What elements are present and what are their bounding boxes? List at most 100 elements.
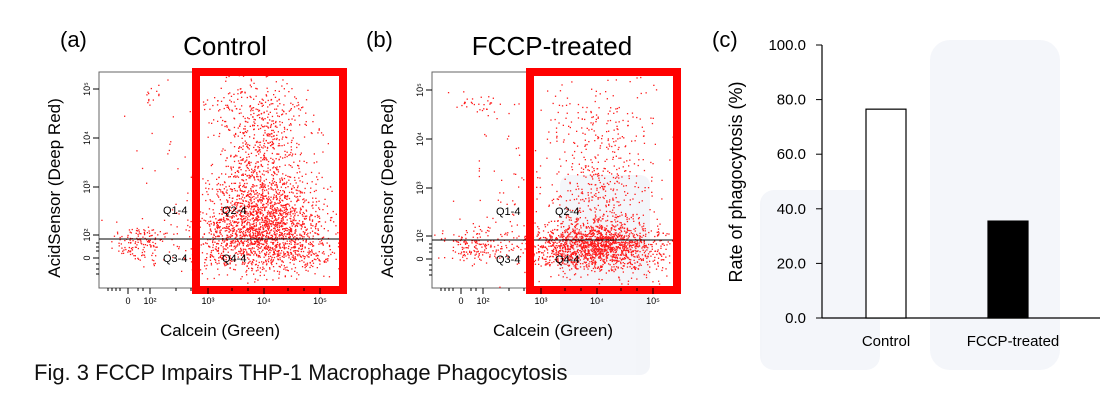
event-dot [250,200,252,202]
event-dot [214,228,216,230]
event-dot [216,227,219,230]
event-dot [305,269,307,271]
event-dot [144,232,146,235]
event-dot [629,241,631,244]
event-dot [541,247,544,249]
event-dot [270,204,272,207]
event-dot [571,166,573,168]
event-dot [247,282,249,284]
event-dot [232,242,234,244]
event-dot [607,238,609,240]
event-dot [597,230,599,232]
event-dot [657,231,660,233]
event-dot [289,251,292,254]
event-dot [283,268,285,270]
event-dot [537,259,540,261]
event-dot [205,268,207,270]
event-dot [565,251,567,253]
event-dot [593,257,595,259]
event-dot [217,226,219,228]
event-dot [249,95,251,98]
event-dot [264,224,267,226]
event-dot [572,263,574,265]
event-dot [267,106,269,108]
event-dot [572,229,575,231]
event-dot [250,189,252,191]
event-dot [550,245,553,247]
event-dot [605,206,607,208]
event-dot [591,183,593,186]
event-dot [624,241,627,243]
y-axis-a: 10⁵ 10⁴ 10³ 10² 0 [82,82,99,275]
event-dot [261,194,263,196]
event-dot [244,200,247,202]
event-dot [615,237,617,239]
event-dot [612,269,614,271]
event-dot [311,230,314,232]
event-dot [250,78,252,80]
event-dot [585,245,587,247]
event-dot [599,248,601,250]
event-dot [598,191,600,194]
event-dot [259,236,261,239]
event-dot [284,164,286,166]
event-dot [661,255,663,257]
event-dot [600,249,603,251]
event-dot [638,245,641,247]
event-dot [255,193,257,195]
event-dot [611,224,613,226]
event-dot [295,250,297,252]
event-dot [292,246,294,249]
event-dot [273,94,275,96]
event-dot [205,199,207,202]
event-dot [562,261,564,263]
event-dot [258,128,260,130]
event-dot [204,265,206,267]
event-dot [310,132,312,134]
event-dot [561,84,563,86]
event-dot [265,261,267,263]
event-dot [227,165,229,167]
event-dot [226,227,228,229]
event-dot [333,252,336,254]
event-dot [248,202,251,204]
event-dot [271,184,273,186]
event-dot [612,156,614,158]
event-dot [224,182,226,184]
event-dot [283,182,286,184]
event-dot [278,277,280,279]
event-dot [302,250,305,253]
event-dot [599,270,601,272]
event-dot [285,213,288,215]
event-dot [323,203,325,205]
event-dot [241,263,243,265]
event-dot [251,174,254,177]
event-dot [234,242,236,244]
event-dot [285,213,287,215]
event-dot [565,254,567,256]
event-dot [226,236,228,238]
event-dot [226,229,228,232]
event-dot [580,199,582,201]
event-dot [225,215,227,217]
event-dot [212,104,214,107]
event-dot [548,131,550,133]
event-dot [619,232,621,234]
event-dot [252,234,255,236]
event-dot [606,235,608,237]
event-dot [252,223,255,225]
event-dot [225,225,228,228]
event-dot [267,224,270,226]
event-dot [285,215,288,217]
event-dot [143,233,146,236]
event-dot [264,125,266,127]
event-dot [609,243,611,246]
event-dot [545,260,547,263]
event-dot [612,238,615,240]
event-dot [253,227,255,230]
event-dot [635,242,637,245]
event-dot [565,229,567,231]
event-dot [604,246,606,248]
event-dot [326,258,328,260]
event-dot [290,228,292,230]
